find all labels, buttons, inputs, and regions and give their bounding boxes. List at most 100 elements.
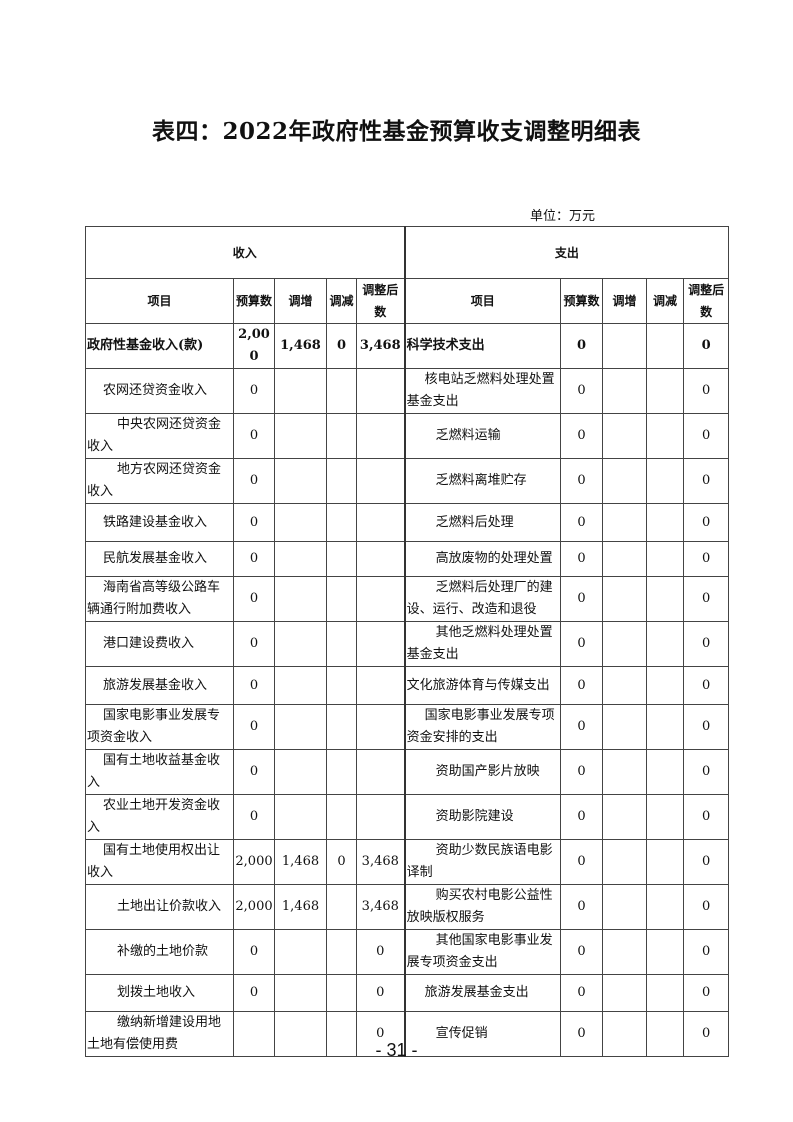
budget-adjustment-table: 收入 支出 项目 预算数 调增 调减 调整后数 项目 预算数 调增 调减 调整后… [84,226,730,1057]
income-item: 中央农网还贷资金收入 [85,413,234,459]
expense-adjusted-value: 0 [683,413,730,459]
income-budget-value: 2,000 [233,323,275,369]
expense-budget-value: 0 [560,704,604,750]
income-increase-value [274,413,327,459]
income-item: 缴纳新增建设用地土地有偿使用费 [85,1011,234,1057]
table-row: 海南省高等级公路车辆通行附加费收入 0 乏燃料后处理厂的建设、运行、改造和退役 0 0 [85,576,730,622]
income-decrease-value [326,929,357,975]
expense-increase-value [602,458,648,504]
income-adjusted-value [355,368,406,414]
expense-item: 资助影院建设 [403,794,562,840]
expense-budget-value: 0 [560,576,604,622]
page-number: - 31 - [375,1040,418,1060]
income-budget-value: 0 [233,704,275,750]
income-increase-value [274,974,327,1012]
expense-decrease-value [646,929,685,975]
expense-adjusted-value: 0 [683,503,730,542]
expense-adjusted-value: 0 [683,839,730,885]
expense-item: 其他国家电影事业发展专项资金支出 [403,929,562,975]
income-adjusted-value [355,458,406,504]
expense-budget-value: 0 [560,929,604,975]
expense-increase-value [602,541,648,577]
income-budget-value [233,1011,275,1057]
income-decrease-value [326,541,357,577]
expense-budget-value: 0 [560,839,604,885]
income-item: 土地出让价款收入 [85,884,234,930]
expense-adjusted-value: 0 [683,666,730,705]
income-increase-value [274,621,327,667]
table-row: 国有土地使用权出让收入 2,000 1,468 0 3,468 资助少数民族语电影译制 0 0 [85,839,730,885]
income-decrease-value [326,974,357,1012]
income-budget-value: 0 [233,413,275,459]
income-budget-value: 0 [233,503,275,542]
income-budget-value: 0 [233,368,275,414]
income-adjusted-value [355,794,406,840]
income-item: 国有土地收益基金收入 [85,749,234,795]
income-budget-value: 0 [233,794,275,840]
expense-budget-value: 0 [560,884,604,930]
expense-adjusted-value: 0 [683,323,730,369]
expense-budget-value: 0 [560,323,604,369]
income-adjusted-value: 3,468 [355,884,406,930]
income-increase-value [274,929,327,975]
income-decrease-value [326,1011,357,1057]
col-item: 项目 [403,278,562,324]
expense-item: 乏燃料后处理厂的建设、运行、改造和退役 [403,576,562,622]
income-decrease-value [326,458,357,504]
income-adjusted-value [355,704,406,750]
expense-decrease-value [646,576,685,622]
expense-increase-value [602,666,648,705]
expense-increase-value [602,1011,648,1057]
income-increase-value [274,794,327,840]
income-decrease-value [326,749,357,795]
income-adjusted-value: 0 [355,974,406,1012]
income-adjusted-value: 3,468 [355,839,406,885]
income-adjusted-value [355,749,406,795]
expense-decrease-value [646,704,685,750]
expense-item: 科学技术支出 [403,323,562,369]
expense-budget-value: 0 [560,503,604,542]
table-row: 国家电影事业发展专项资金收入 0 国家电影事业发展专项资金安排的支出 0 0 [85,704,730,750]
expense-item: 高放废物的处理处置 [403,541,562,577]
table-row: 国有土地收益基金收入 0 资助国产影片放映 0 0 [85,749,730,795]
income-item: 海南省高等级公路车辆通行附加费收入 [85,576,234,622]
expense-adjusted-value: 0 [683,621,730,667]
expense-item: 旅游发展基金支出 [403,974,562,1012]
expense-decrease-value [646,368,685,414]
table-row: 地方农网还贷资金收入 0 乏燃料离堆贮存 0 0 [85,458,730,504]
expense-decrease-value [646,621,685,667]
income-item: 农业土地开发资金收入 [85,794,234,840]
income-item: 农网还贷资金收入 [85,368,234,414]
income-budget-value: 0 [233,749,275,795]
expense-increase-value [602,503,648,542]
income-decrease-value [326,884,357,930]
income-decrease-value [326,794,357,840]
expense-adjusted-value: 0 [683,929,730,975]
table-row: 缴纳新增建设用地土地有偿使用费 0 宣传促销 0 0 [85,1011,730,1057]
income-section-header: 收入 [84,226,406,279]
income-decrease-value: 0 [326,323,357,369]
income-decrease-value [326,704,357,750]
income-item: 政府性基金收入(款) [85,323,234,369]
income-decrease-value [326,503,357,542]
expense-item: 国家电影事业发展专项资金安排的支出 [403,704,562,750]
col-increase: 调增 [602,278,648,324]
expense-adjusted-value: 0 [683,884,730,930]
expense-item: 资助少数民族语电影译制 [403,839,562,885]
unit-label: 单位：万元 [530,209,596,224]
income-item: 划拨土地收入 [85,974,234,1012]
expense-decrease-value [646,794,685,840]
expense-item: 其他乏燃料处理处置基金支出 [403,621,562,667]
expense-budget-value: 0 [560,413,604,459]
income-decrease-value [326,576,357,622]
col-decrease: 调减 [646,278,685,324]
col-adjusted: 调整后数 [683,278,730,324]
expense-item: 乏燃料运输 [403,413,562,459]
income-adjusted-value [355,621,406,667]
expense-decrease-value [646,749,685,795]
expense-budget-value: 0 [560,794,604,840]
income-item: 民航发展基金收入 [85,541,234,577]
expense-increase-value [602,413,648,459]
income-item: 国有土地使用权出让收入 [85,839,234,885]
